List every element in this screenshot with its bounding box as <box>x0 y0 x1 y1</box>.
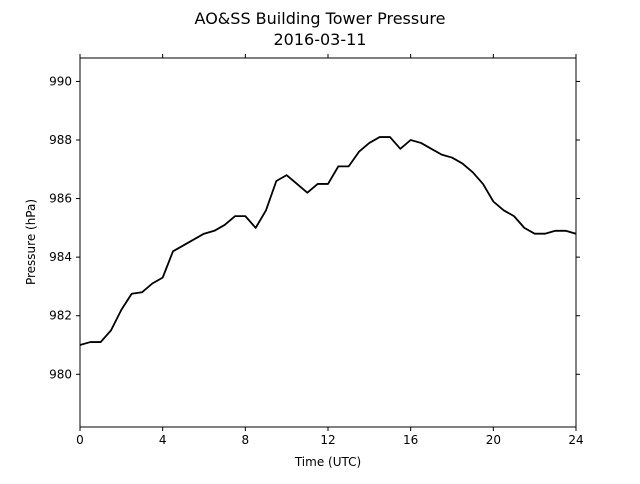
x-tick-label: 16 <box>403 433 418 447</box>
plot-frame <box>79 57 577 428</box>
x-tick-label: 4 <box>159 433 167 447</box>
y-tick-label: 986 <box>49 192 72 206</box>
x-tick-label: 0 <box>76 433 84 447</box>
y-tick-label: 984 <box>49 250 72 264</box>
x-tick-label: 12 <box>320 433 335 447</box>
chart-subtitle: 2016-03-11 <box>274 30 367 49</box>
x-axis-label: Time (UTC) <box>294 455 361 469</box>
y-axis-label: Pressure (hPa) <box>24 199 38 285</box>
y-tick-label: 982 <box>49 309 72 323</box>
y-tick-label: 988 <box>49 133 72 147</box>
y-tick-label: 990 <box>49 74 72 88</box>
x-tick-label: 24 <box>568 433 583 447</box>
x-tick-label: 8 <box>242 433 250 447</box>
data-line <box>79 136 577 346</box>
x-tick-label: 20 <box>486 433 501 447</box>
y-tick-label: 980 <box>49 367 72 381</box>
chart-title: AO&SS Building Tower Pressure <box>195 9 446 28</box>
